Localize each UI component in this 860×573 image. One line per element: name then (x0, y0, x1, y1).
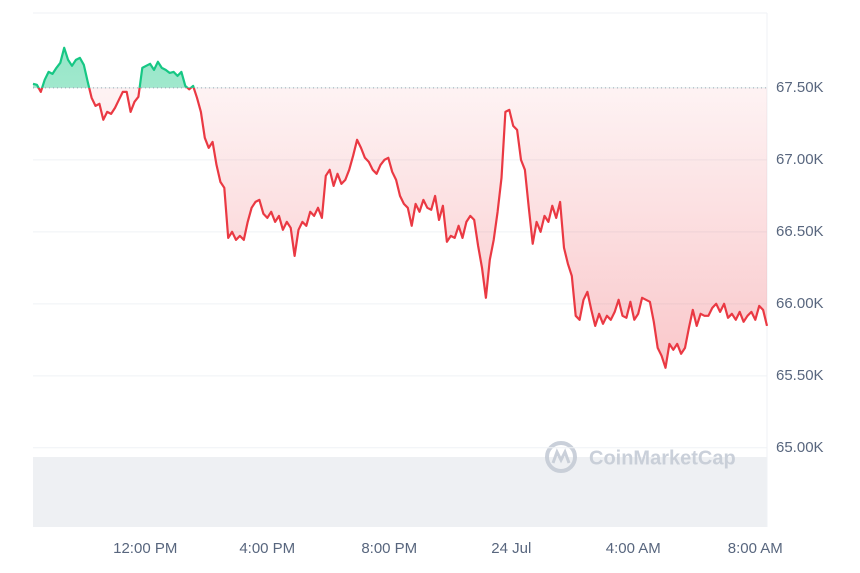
y-tick-label: 66.00K (776, 295, 824, 312)
y-tick-label: 67.00K (776, 151, 824, 168)
area-down (38, 87, 767, 368)
volume-area (33, 457, 767, 527)
x-tick-label: 24 Jul (491, 540, 531, 557)
x-tick-label: 12:00 PM (113, 540, 177, 557)
x-tick-label: 4:00 AM (606, 540, 661, 557)
watermark-logo (551, 448, 571, 464)
watermark-logo (545, 441, 577, 473)
price-line-down (37, 87, 769, 369)
x-tick-label: 8:00 PM (361, 540, 417, 557)
watermark: CoinMarketCap (545, 441, 736, 473)
y-tick-label: 65.00K (776, 439, 824, 456)
x-tick-label: 8:00 AM (728, 540, 783, 557)
y-tick-label: 67.50K (776, 79, 824, 96)
x-tick-label: 4:00 PM (239, 540, 295, 557)
y-tick-label: 65.50K (776, 367, 824, 384)
price-line-up (32, 46, 195, 88)
watermark-text: CoinMarketCap (589, 447, 736, 469)
y-tick-label: 66.50K (776, 223, 824, 240)
